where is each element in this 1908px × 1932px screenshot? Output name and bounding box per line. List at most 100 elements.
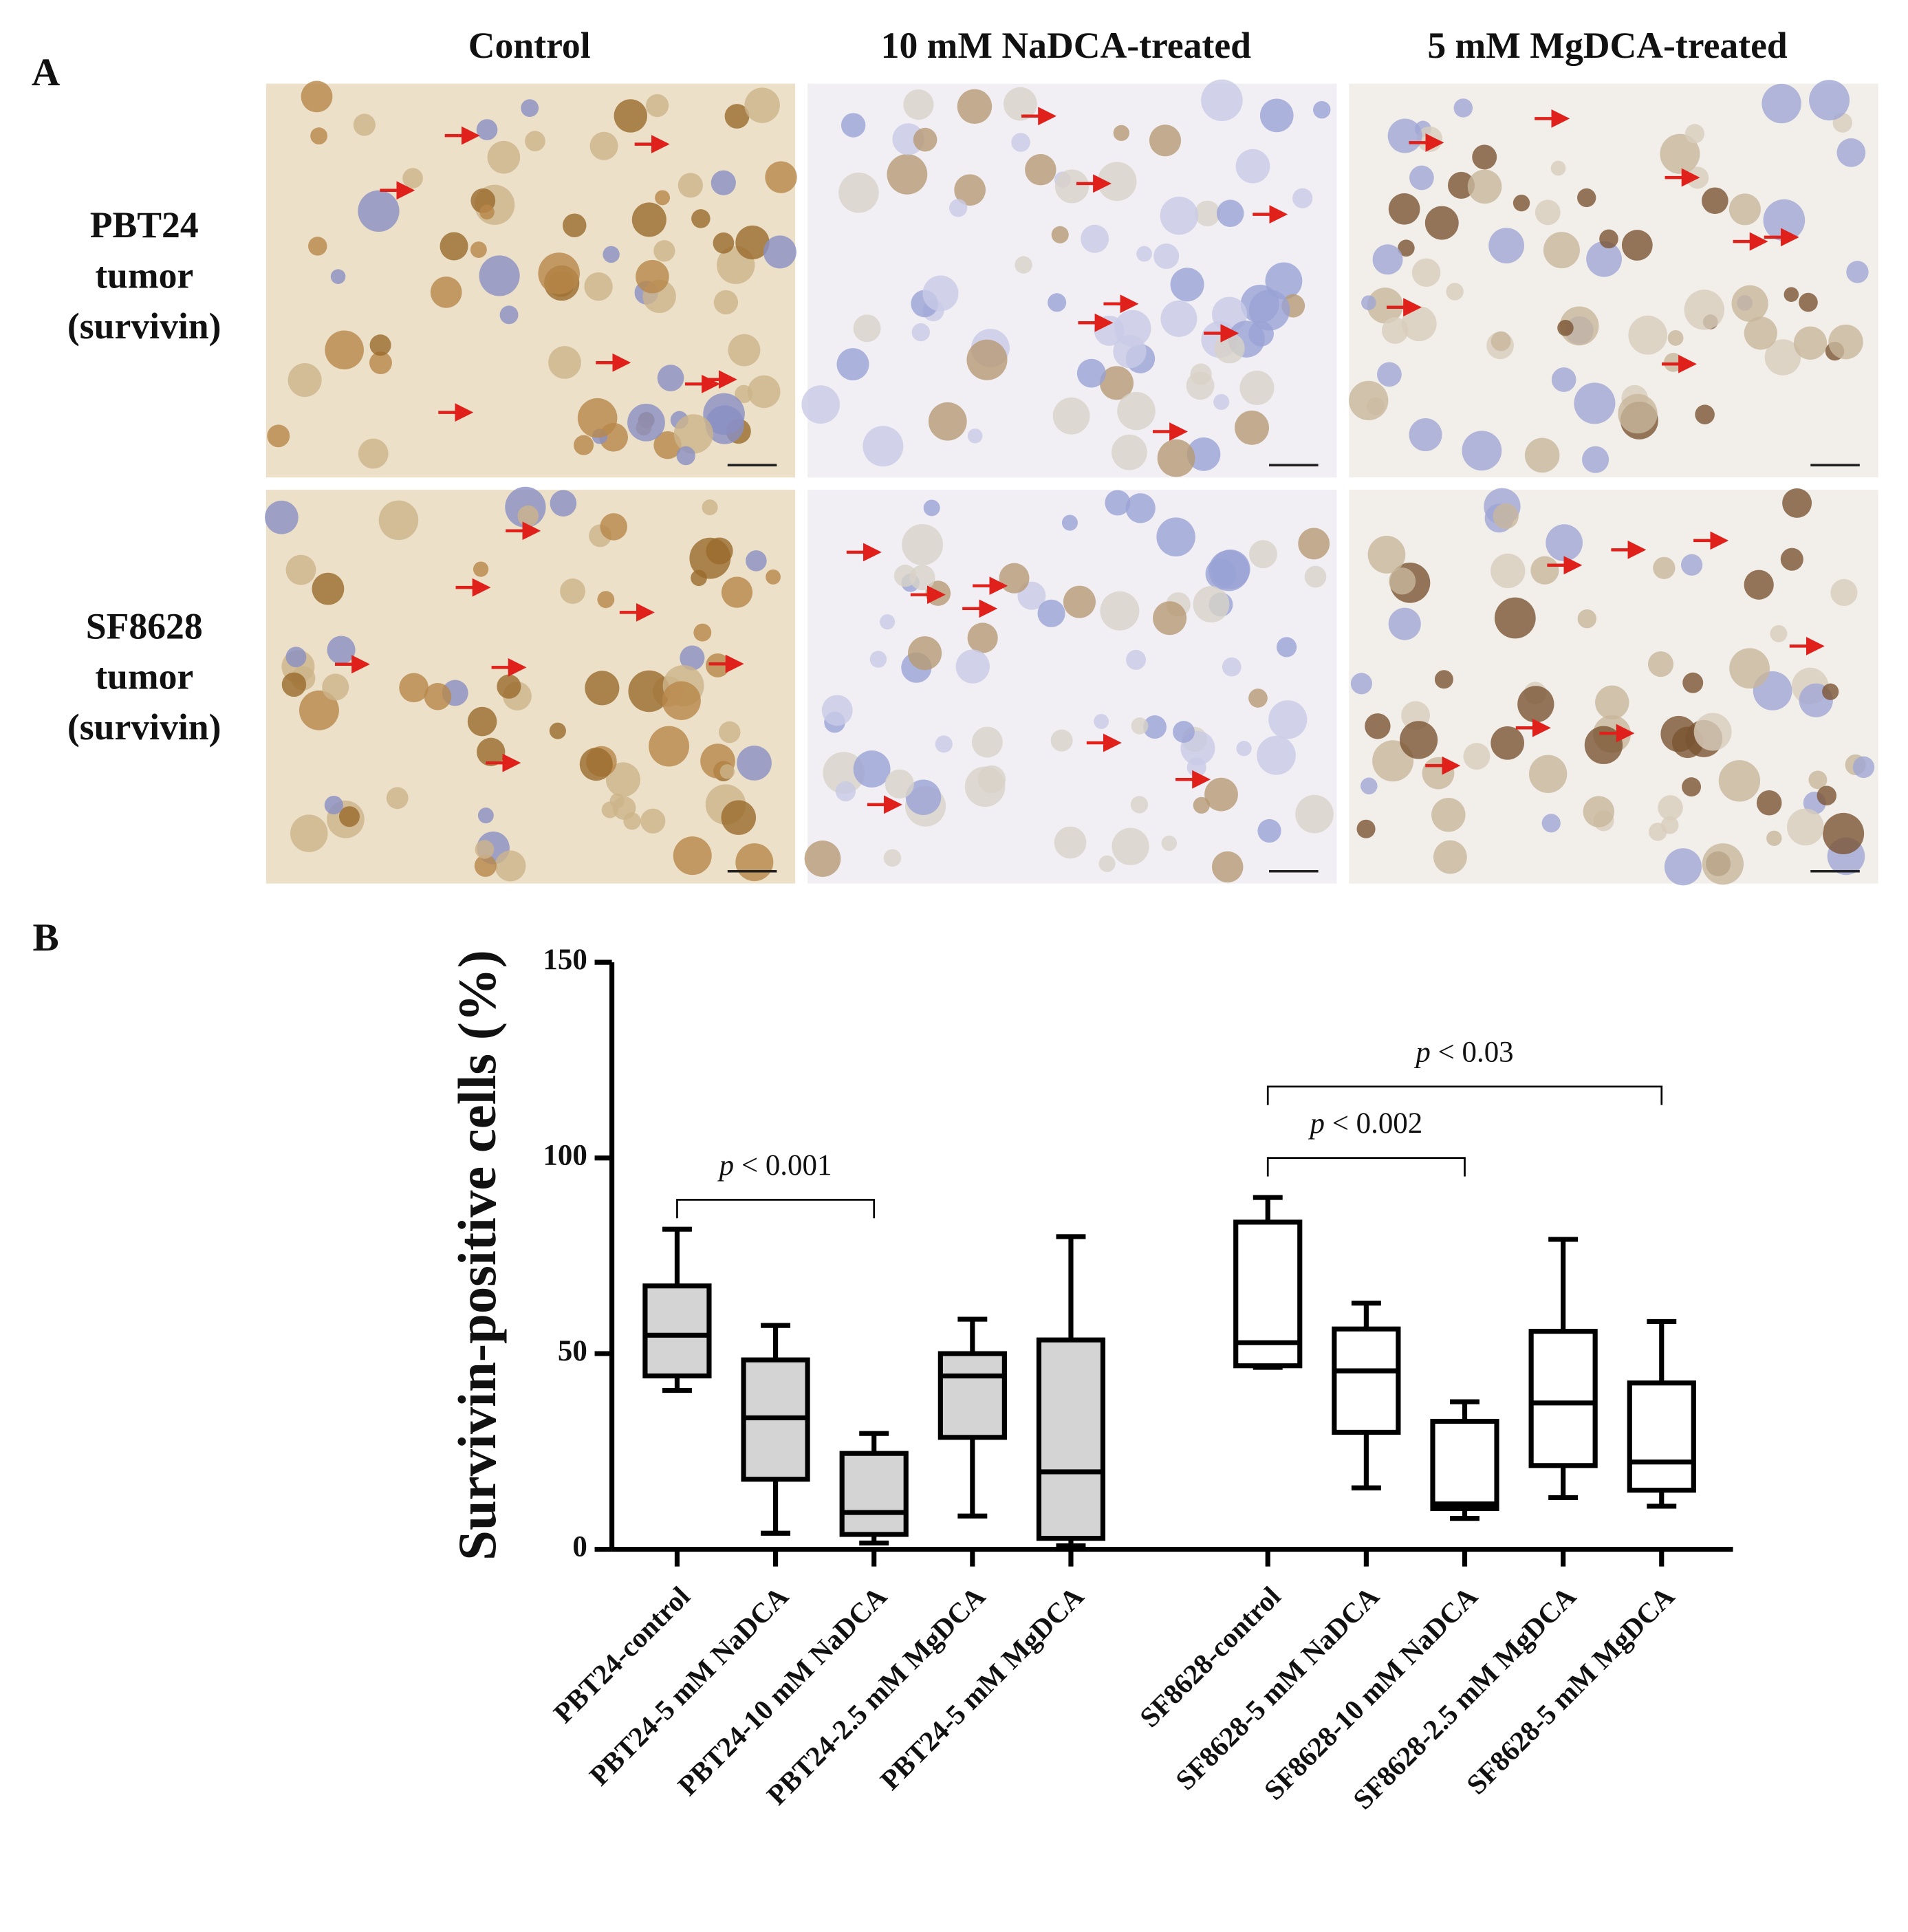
cell [735,843,774,882]
cell [402,168,423,188]
row-label: (survivin) [67,706,221,748]
cell [1447,171,1475,199]
cell [499,305,519,325]
cell [584,272,613,301]
cell [1799,292,1818,312]
cell [1766,830,1782,846]
cell [1248,290,1290,331]
cell [538,252,580,294]
cell [677,173,703,198]
cell [1682,672,1704,693]
cell [1702,843,1744,885]
cell [657,365,684,391]
cell [1728,193,1761,226]
cell [1493,503,1519,530]
cell [719,764,735,779]
cell [440,232,468,261]
cell [1653,556,1676,580]
cell [649,726,690,767]
cell [358,190,400,232]
cell [1236,741,1252,757]
cell [1063,585,1096,618]
box [1528,1329,1598,1468]
cell [1004,87,1037,121]
cell [1142,715,1167,739]
cell [1399,721,1438,759]
cell [1763,199,1806,241]
cell [1664,848,1702,886]
cell [1744,316,1777,350]
cell [475,840,495,859]
cell [1756,790,1782,816]
cell [1361,295,1376,310]
cell [1535,199,1561,226]
cell [1546,524,1583,562]
micrograph [265,80,797,478]
cell [577,398,618,438]
box [1332,1326,1401,1435]
cell [1681,554,1703,576]
cell [1160,196,1199,235]
cell [645,94,669,118]
cell [378,500,419,541]
cell [1356,819,1376,838]
cell [728,334,761,367]
cell [853,314,881,343]
cell [1259,98,1294,133]
cell [1682,777,1702,797]
cell [1744,569,1774,600]
cell [369,334,391,356]
cell [1098,855,1116,872]
cell [1201,79,1243,122]
cell [1295,794,1334,834]
cell [1131,717,1149,735]
cell [1446,283,1464,301]
cell [1684,124,1705,144]
cell [766,569,781,585]
cell [1213,393,1230,411]
cell [479,255,520,296]
cell [1204,777,1238,812]
cell [1490,553,1526,589]
cell [473,561,489,577]
cell [1376,362,1402,387]
cell [1530,556,1559,585]
cell [703,393,745,435]
cell [1574,382,1616,424]
row-label: PBT24 [90,204,199,246]
cell [301,80,333,113]
box [642,1283,712,1379]
cell [1559,306,1599,346]
cell [285,647,307,668]
cell [721,576,753,608]
cell [905,779,942,815]
significance-label: p < 0.001 [717,1149,832,1182]
cell [285,554,316,585]
cell [1094,714,1109,729]
cell [563,213,587,237]
cell [691,209,711,228]
cell [549,722,566,739]
cell [1212,851,1244,883]
cell [1628,315,1668,355]
cell [1153,601,1187,636]
significance-bracket [676,1199,876,1219]
cell [467,706,497,737]
cell [1257,818,1281,843]
cell [479,204,495,220]
cell [1786,808,1824,846]
cell [477,737,506,766]
cell [560,578,586,605]
cell [804,840,841,877]
cell [1216,199,1244,227]
cell [1409,418,1442,452]
cell [955,649,990,684]
micrograph [801,79,1337,478]
cell [902,524,944,565]
cell [967,622,998,653]
cell [424,682,452,710]
cell [495,850,526,882]
cell [1434,670,1453,689]
micrograph [1349,488,1878,886]
